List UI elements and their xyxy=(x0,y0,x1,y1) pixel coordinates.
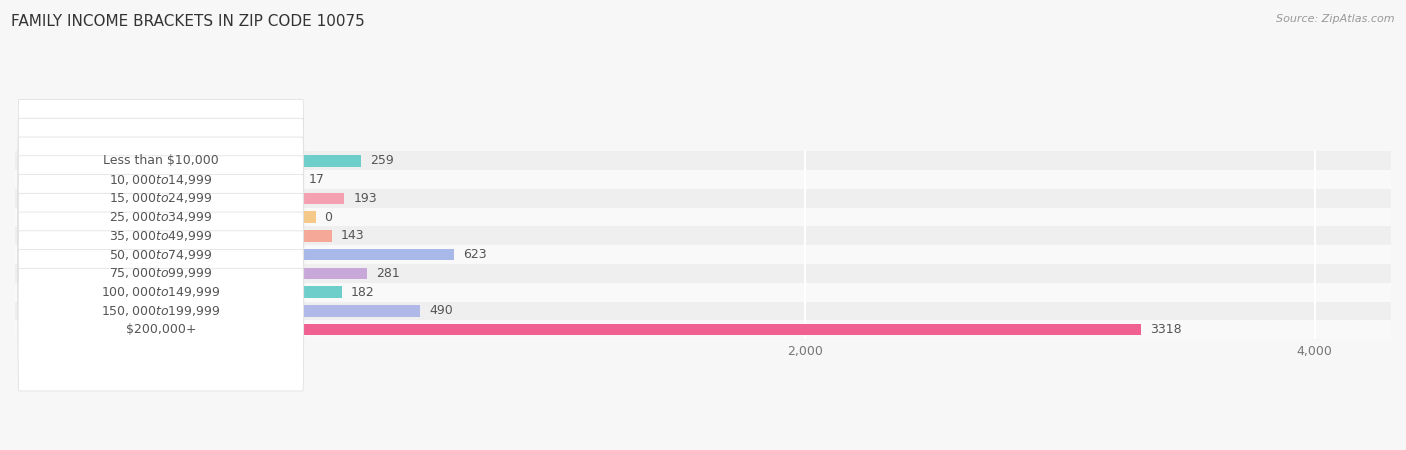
Text: Source: ZipAtlas.com: Source: ZipAtlas.com xyxy=(1277,14,1395,23)
Bar xyxy=(15,152,1391,170)
FancyBboxPatch shape xyxy=(18,175,304,297)
FancyBboxPatch shape xyxy=(18,118,304,241)
FancyBboxPatch shape xyxy=(18,212,304,335)
Text: $25,000 to $34,999: $25,000 to $34,999 xyxy=(110,210,212,224)
FancyBboxPatch shape xyxy=(18,268,304,391)
Text: $150,000 to $199,999: $150,000 to $199,999 xyxy=(101,304,221,318)
Bar xyxy=(295,286,342,298)
Bar xyxy=(295,305,420,317)
Text: 623: 623 xyxy=(463,248,486,261)
Bar xyxy=(15,264,1391,283)
Text: 490: 490 xyxy=(429,304,453,317)
Text: $100,000 to $149,999: $100,000 to $149,999 xyxy=(101,285,221,299)
Text: Less than $10,000: Less than $10,000 xyxy=(103,154,219,167)
Text: $10,000 to $14,999: $10,000 to $14,999 xyxy=(110,173,212,187)
Text: 17: 17 xyxy=(308,173,325,186)
Bar xyxy=(295,193,344,204)
Text: $50,000 to $74,999: $50,000 to $74,999 xyxy=(110,248,212,261)
Bar xyxy=(295,155,361,166)
Bar xyxy=(295,174,299,185)
Text: 0: 0 xyxy=(325,211,333,224)
Bar xyxy=(295,212,316,223)
FancyBboxPatch shape xyxy=(18,194,304,316)
Text: FAMILY INCOME BRACKETS IN ZIP CODE 10075: FAMILY INCOME BRACKETS IN ZIP CODE 10075 xyxy=(11,14,366,28)
Text: 193: 193 xyxy=(353,192,377,205)
Bar xyxy=(295,230,332,242)
Text: 3318: 3318 xyxy=(1150,323,1181,336)
FancyBboxPatch shape xyxy=(18,156,304,279)
Bar xyxy=(15,170,1391,189)
Bar xyxy=(15,283,1391,302)
Bar xyxy=(295,324,1140,335)
Text: 259: 259 xyxy=(370,154,394,167)
Text: $200,000+: $200,000+ xyxy=(125,323,195,336)
Text: 182: 182 xyxy=(350,286,374,299)
Bar xyxy=(15,208,1391,226)
Bar xyxy=(15,189,1391,208)
FancyBboxPatch shape xyxy=(18,137,304,260)
Text: $75,000 to $99,999: $75,000 to $99,999 xyxy=(110,266,212,280)
Bar xyxy=(295,249,454,261)
Bar xyxy=(15,302,1391,320)
Text: $15,000 to $24,999: $15,000 to $24,999 xyxy=(110,191,212,205)
FancyBboxPatch shape xyxy=(18,99,304,222)
Bar xyxy=(295,268,367,279)
Text: 143: 143 xyxy=(340,230,364,243)
Bar xyxy=(15,320,1391,339)
Bar xyxy=(15,226,1391,245)
FancyBboxPatch shape xyxy=(18,250,304,372)
FancyBboxPatch shape xyxy=(18,231,304,353)
Text: 281: 281 xyxy=(375,267,399,280)
Bar xyxy=(15,245,1391,264)
Text: $35,000 to $49,999: $35,000 to $49,999 xyxy=(110,229,212,243)
